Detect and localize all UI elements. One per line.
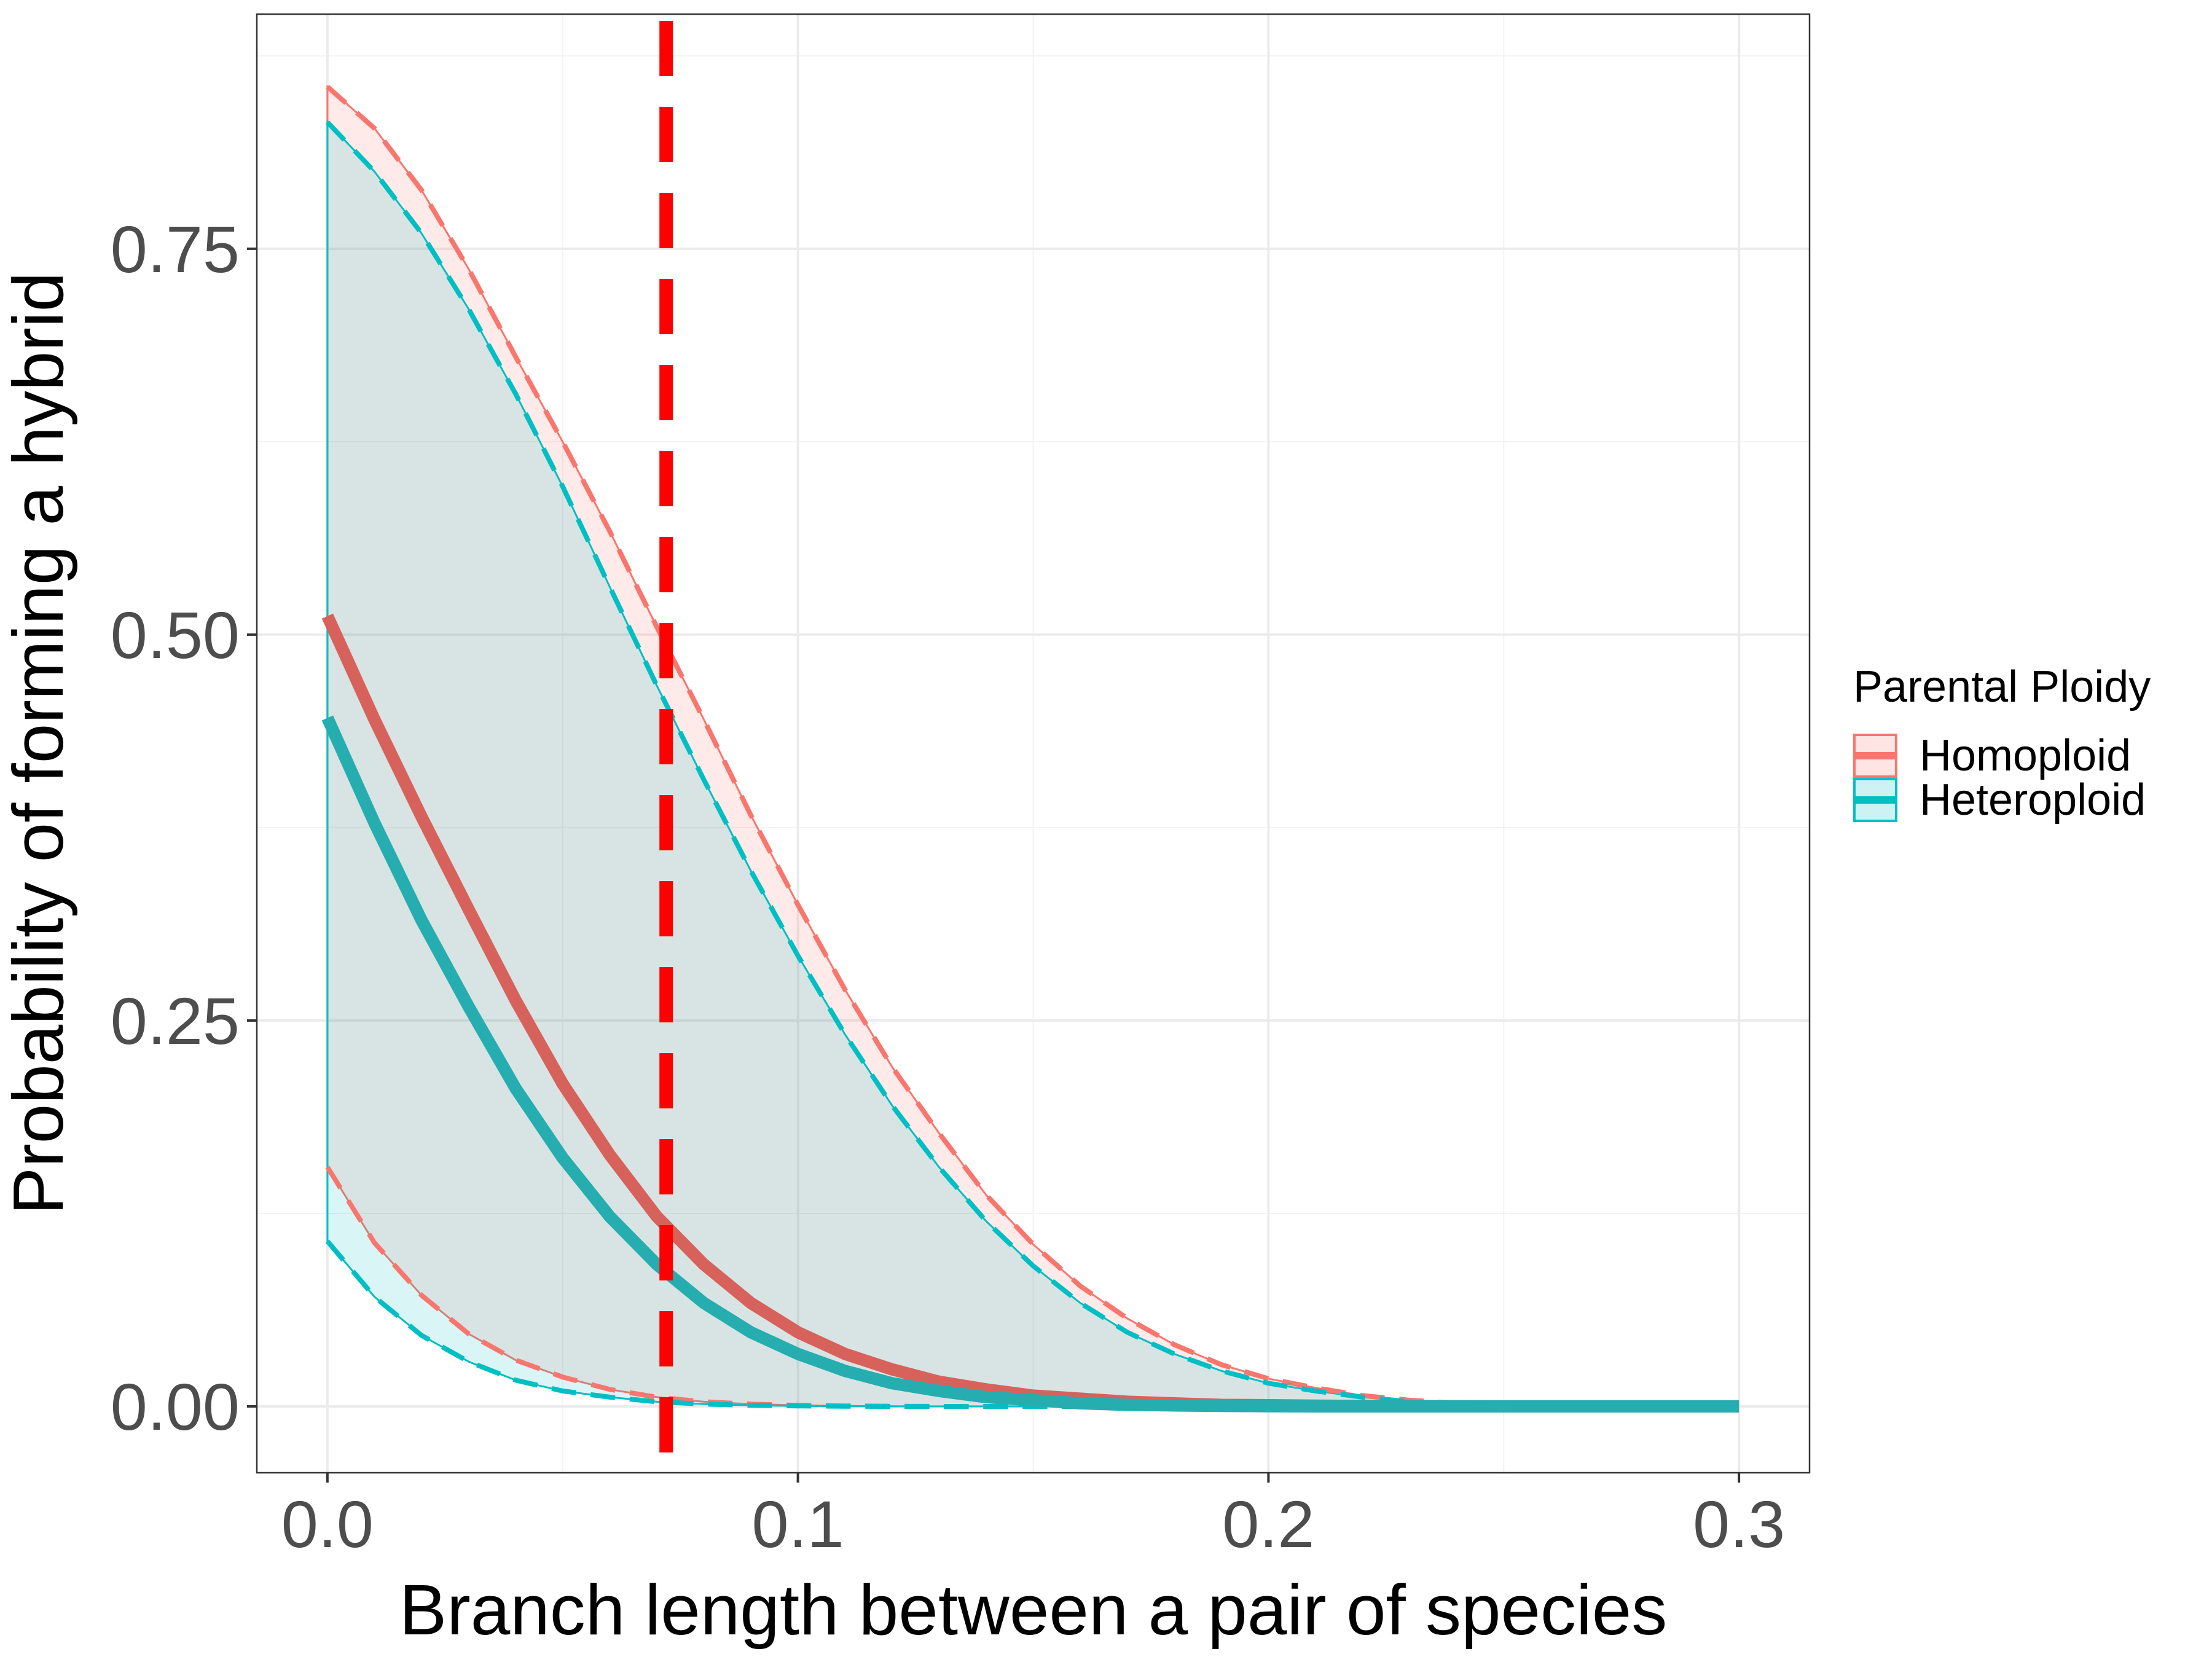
- y-tick-label: 0.50: [111, 598, 240, 672]
- y-tick-label: 0.00: [111, 1370, 240, 1444]
- y-tick-label: 0.75: [111, 212, 240, 286]
- x-axis-ticks: 0.0 0.1 0.2 0.3: [281, 1473, 1785, 1561]
- legend-label: Homoploid: [1920, 731, 2131, 780]
- mean-line-heteroploid: [321, 715, 1739, 1413]
- mean-lines: [321, 613, 1739, 1413]
- y-axis-ticks: 0.00 0.25 0.50 0.75: [111, 212, 257, 1444]
- x-tick-label: 0.2: [1222, 1487, 1314, 1561]
- x-tick-label: 0.3: [1693, 1487, 1785, 1561]
- legend-label: Heteroploid: [1920, 775, 2146, 825]
- minor-gridlines: [257, 14, 1810, 1473]
- legend-item-homoploid: Homoploid: [1853, 731, 2131, 780]
- legend-item-heteroploid: Heteroploid: [1853, 775, 2146, 825]
- plot-panel-border: [256, 13, 1811, 1474]
- legend-title: Parental Ploidy: [1853, 662, 2151, 711]
- y-tick-label: 0.25: [111, 984, 240, 1058]
- y-axis-title: Probability of forming a hybrid: [0, 272, 78, 1215]
- x-tick-label: 0.1: [752, 1487, 844, 1561]
- x-axis-title: Branch length between a pair of species: [399, 1570, 1668, 1650]
- x-tick-label: 0.0: [281, 1487, 374, 1561]
